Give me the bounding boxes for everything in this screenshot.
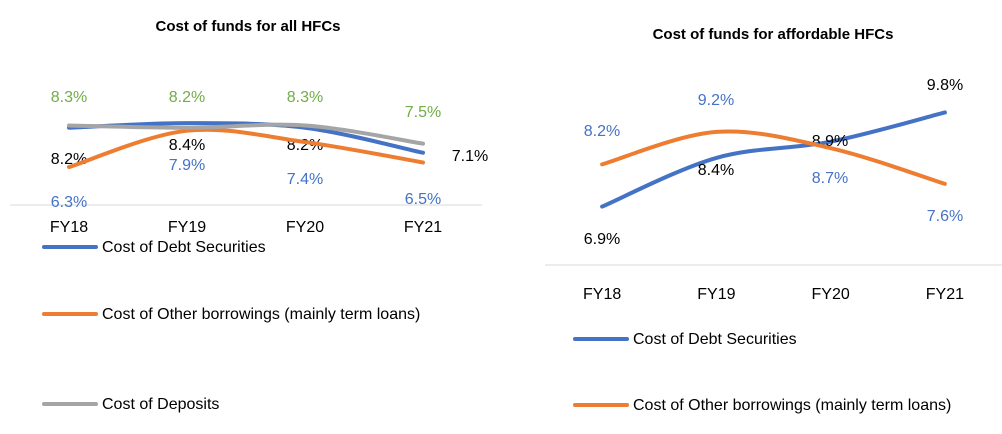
data-label: 8.4% <box>169 137 205 154</box>
data-label: 8.3% <box>51 89 87 106</box>
data-label: 9.8% <box>927 77 963 94</box>
data-label: 6.3% <box>51 194 87 211</box>
data-label: 7.4% <box>287 171 323 188</box>
x-tick-label: FY21 <box>404 219 442 236</box>
x-tick-label: FY19 <box>168 219 206 236</box>
data-label: 6.9% <box>584 231 620 248</box>
legend-swatch <box>42 312 98 316</box>
chart-title: Cost of funds for affordable HFCs <box>653 26 894 43</box>
legend-swatch <box>573 337 629 341</box>
data-label: 7.5% <box>405 104 441 121</box>
x-tick-label: FY20 <box>286 219 324 236</box>
legend-entry: Cost of Debt Securities <box>102 239 266 256</box>
data-label: 7.6% <box>927 208 963 225</box>
data-label: 6.5% <box>405 191 441 208</box>
x-tick-label: FY18 <box>583 286 621 303</box>
data-label: 8.4% <box>698 162 734 179</box>
legend-entry: Cost of Debt Securities <box>633 331 797 348</box>
legend-swatch <box>42 402 98 406</box>
legend-entry: Cost of Deposits <box>102 396 220 413</box>
chart-title: Cost of funds for all HFCs <box>156 18 341 35</box>
data-label: 8.3% <box>287 89 323 106</box>
x-tick-label: FY19 <box>697 286 735 303</box>
legend-swatch <box>42 245 98 249</box>
legend-entry: Cost of Other borrowings (mainly term lo… <box>633 397 952 414</box>
data-label: 8.2% <box>584 123 620 140</box>
data-label: 8.2% <box>169 89 205 106</box>
x-tick-label: FY20 <box>812 286 850 303</box>
legend-swatch <box>573 403 629 407</box>
data-label: 8.7% <box>812 170 848 187</box>
series-line <box>600 129 947 186</box>
series-line <box>600 110 947 209</box>
x-tick-label: FY21 <box>926 286 964 303</box>
legend-entry: Cost of Other borrowings (mainly term lo… <box>102 306 421 323</box>
data-label: 7.9% <box>169 157 205 174</box>
data-label: 9.2% <box>698 92 734 109</box>
series-line <box>67 127 425 170</box>
x-tick-label: FY18 <box>50 219 88 236</box>
series-line <box>67 122 425 146</box>
data-label: 7.1% <box>452 148 488 165</box>
